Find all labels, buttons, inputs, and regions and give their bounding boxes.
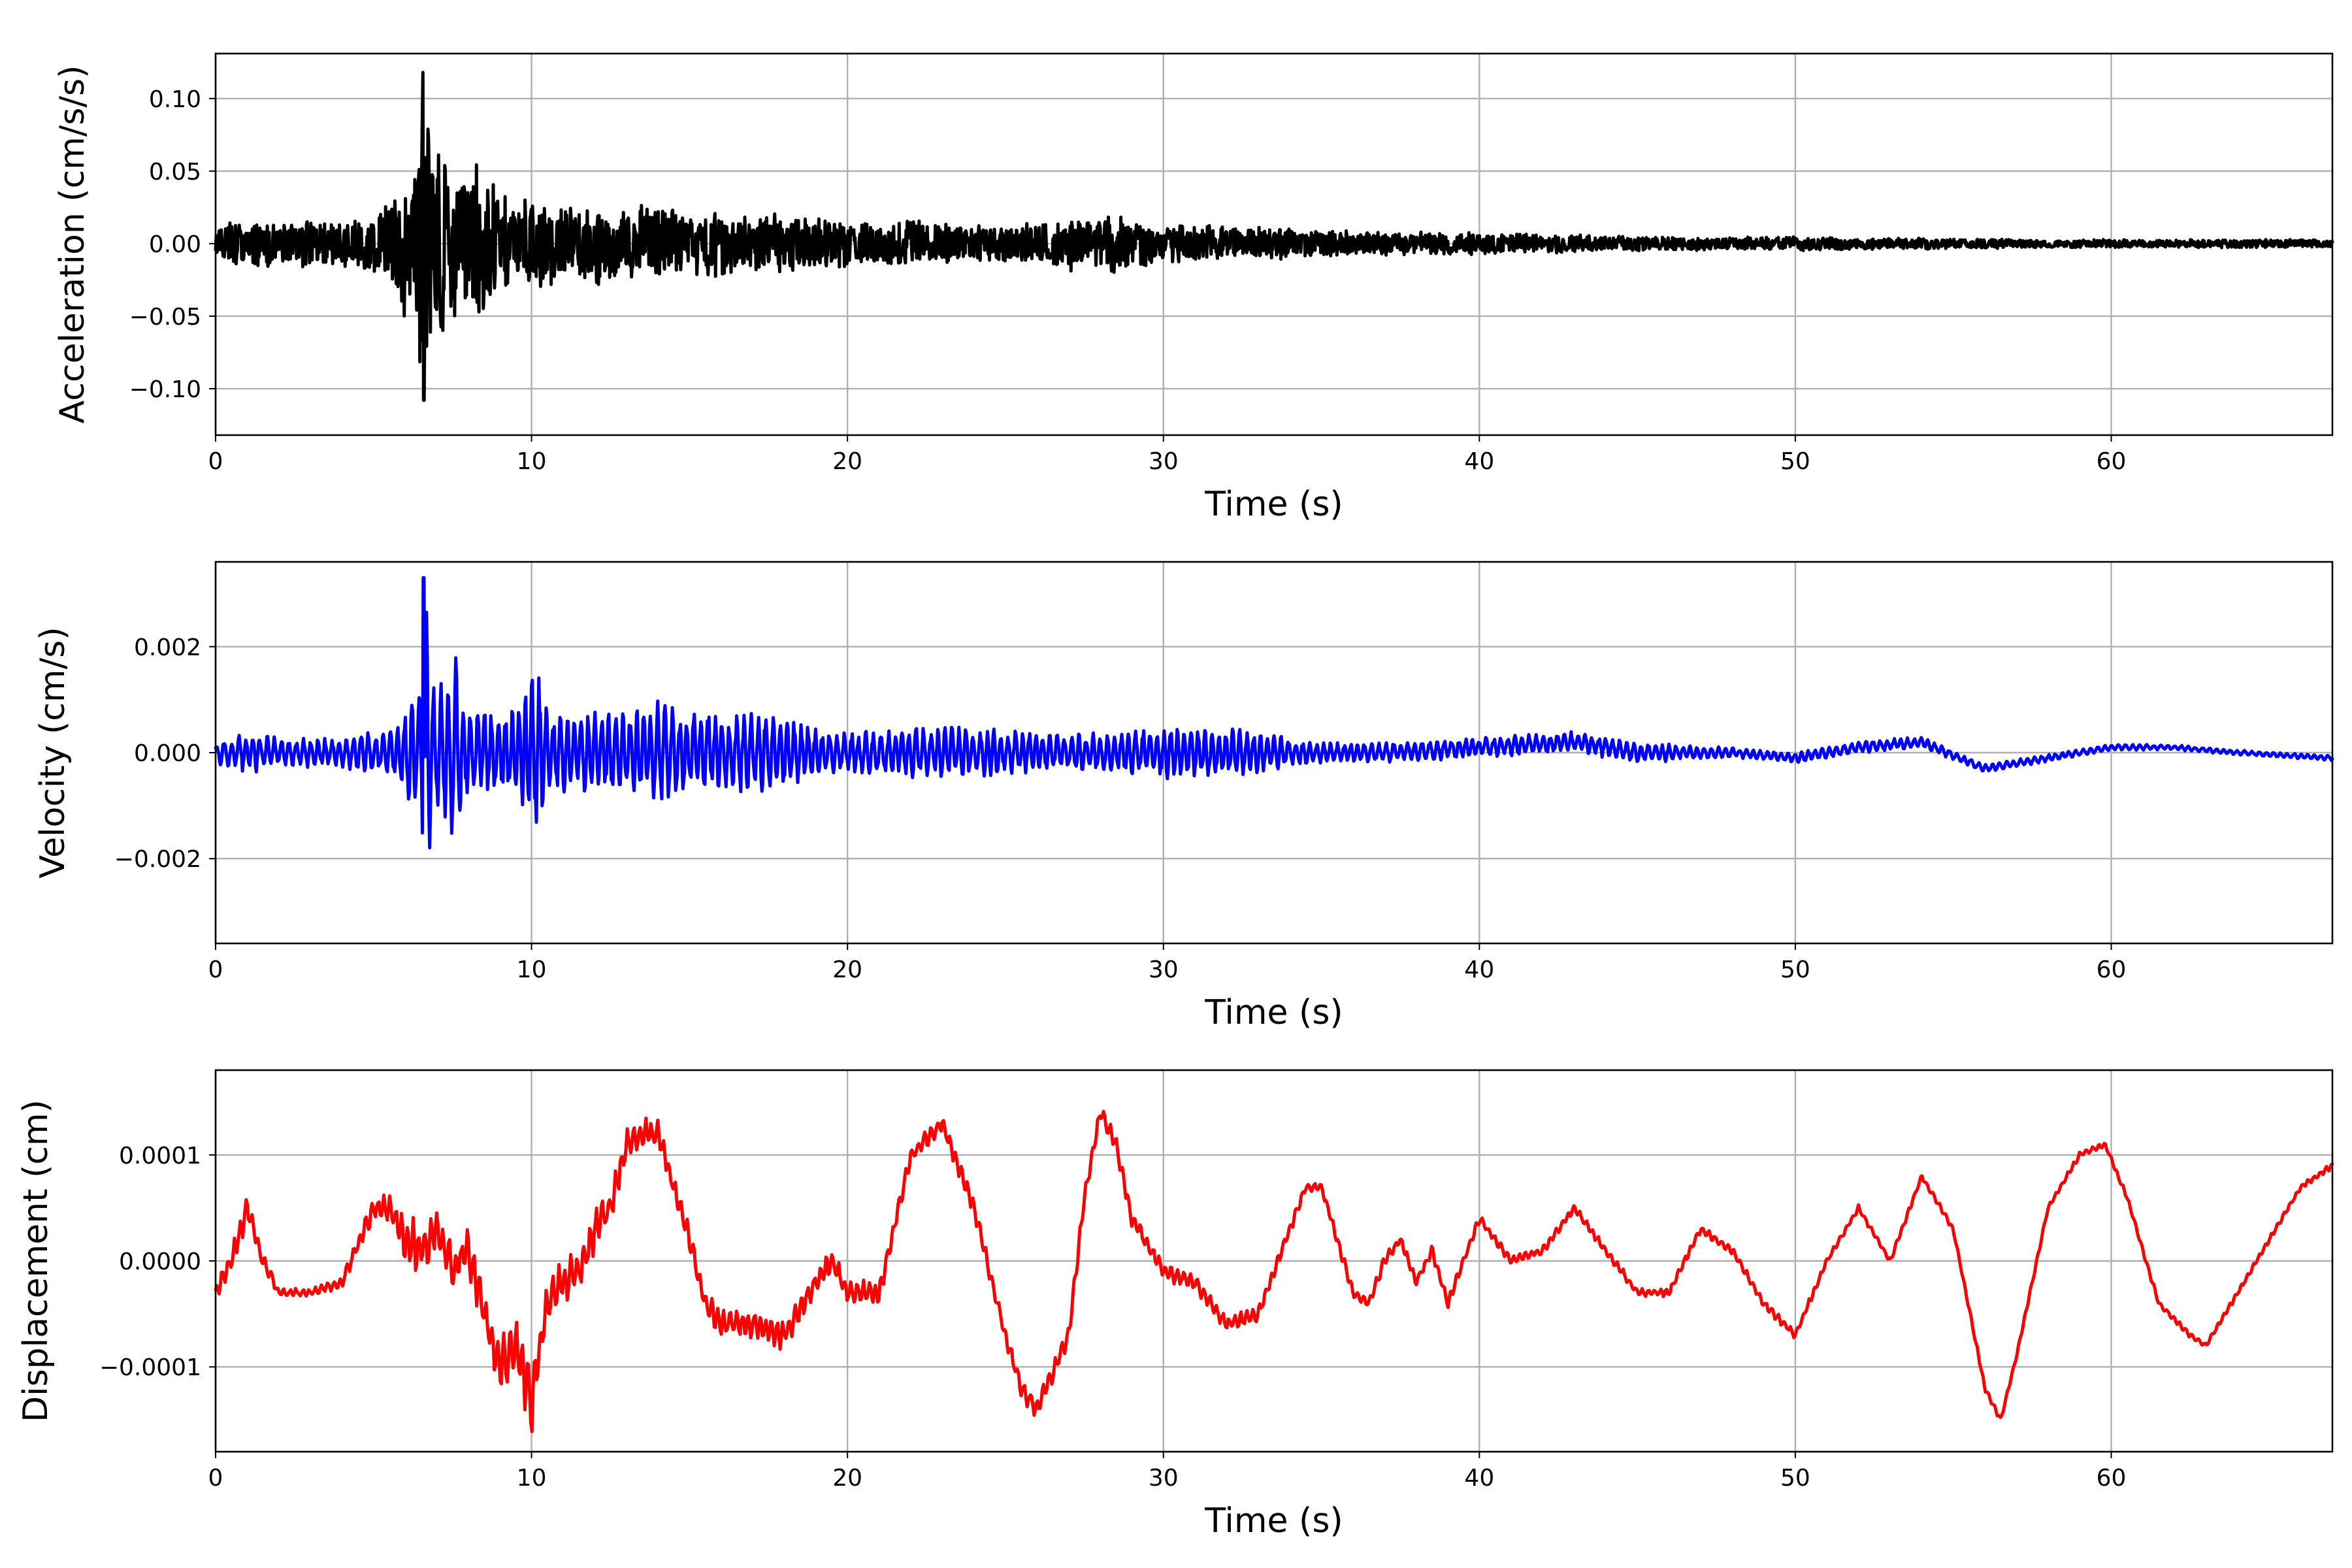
velocity-x-tick-label: 60 [2097, 956, 2127, 983]
velocity-ticks: 0 10 20 30 40 50 60 0.002 0.000 −0.002 [114, 634, 2127, 983]
acceleration-x-tick-label: 30 [1149, 448, 1179, 475]
velocity-x-tick-label: 30 [1149, 956, 1179, 983]
acceleration-x-tick-label: 0 [208, 448, 223, 475]
displacement-x-tick-label: 40 [1464, 1465, 1494, 1492]
displacement-x-tick-label: 60 [2097, 1465, 2127, 1492]
displacement-x-tick-label: 50 [1780, 1465, 1810, 1492]
acceleration-y-tick-label: −0.10 [129, 376, 201, 403]
acceleration-x-tick-label: 60 [2097, 448, 2127, 475]
displacement-y-tick-label: 0.0001 [119, 1143, 201, 1169]
velocity-y-axis-label: Velocity (cm/s) [33, 627, 73, 879]
displacement-y-axis-label: Displacement (cm) [16, 1100, 56, 1422]
acceleration-panel: 0 10 20 30 40 50 60 0.10 0.05 0.00 −0.05 −0.10 Time… [53, 52, 2334, 524]
velocity-x-tick-label: 0 [208, 956, 223, 983]
velocity-trace [214, 576, 2334, 850]
displacement-x-tick-label: 20 [832, 1465, 862, 1492]
velocity-y-tick-label: 0.002 [134, 634, 201, 661]
velocity-x-tick-label: 50 [1780, 956, 1810, 983]
acceleration-x-tick-label: 20 [832, 448, 862, 475]
displacement-x-axis-label: Time (s) [1204, 1501, 1343, 1541]
acceleration-ticks: 0 10 20 30 40 50 60 0.10 0.05 0.00 −0.05 −0.10 [129, 86, 2127, 475]
velocity-panel: 0 10 20 30 40 50 60 0.002 0.000 −0.002 Time (s) V… [33, 561, 2334, 1032]
displacement-y-tick-label: 0.0000 [119, 1249, 201, 1275]
velocity-x-tick-label: 10 [517, 956, 547, 983]
acceleration-y-tick-label: −0.05 [129, 304, 201, 331]
velocity-x-tick-label: 40 [1464, 956, 1494, 983]
velocity-y-tick-label: −0.002 [114, 846, 201, 873]
displacement-x-tick-label: 0 [208, 1465, 223, 1492]
displacement-x-tick-label: 10 [517, 1465, 547, 1492]
acceleration-x-axis-label: Time (s) [1204, 485, 1343, 524]
acceleration-x-tick-label: 40 [1464, 448, 1494, 475]
displacement-trace [214, 1109, 2334, 1433]
displacement-y-tick-label: −0.0001 [99, 1354, 201, 1381]
acceleration-y-tick-label: 0.10 [149, 86, 201, 113]
velocity-x-axis-label: Time (s) [1204, 993, 1343, 1032]
acceleration-x-tick-label: 10 [517, 448, 547, 475]
acceleration-x-tick-label: 50 [1780, 448, 1810, 475]
displacement-ticks: 0 10 20 30 40 50 60 0.0001 0.0000 −0.0001 [99, 1143, 2127, 1492]
acceleration-axes-frame [214, 52, 2334, 436]
velocity-y-tick-label: 0.000 [134, 740, 201, 767]
acceleration-trace [214, 71, 2334, 402]
displacement-panel: 0 10 20 30 40 50 60 0.0001 0.0000 −0.0001 Time (s… [16, 1069, 2334, 1541]
acceleration-y-axis-label: Acceleration (cm/s/s) [53, 65, 92, 424]
acceleration-y-tick-label: 0.05 [149, 159, 201, 186]
velocity-x-tick-label: 20 [832, 956, 862, 983]
acceleration-y-tick-label: 0.00 [149, 231, 201, 258]
displacement-x-tick-label: 30 [1149, 1465, 1179, 1492]
